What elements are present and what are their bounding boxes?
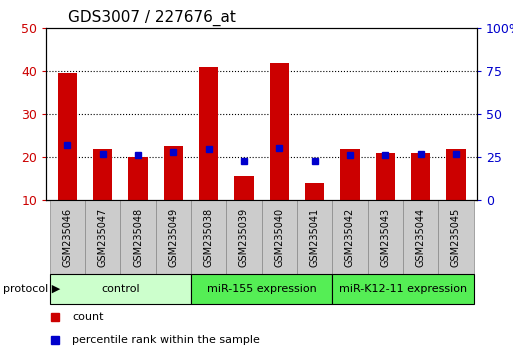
Bar xyxy=(191,200,226,274)
Bar xyxy=(368,200,403,274)
Text: GSM235044: GSM235044 xyxy=(416,207,426,267)
Bar xyxy=(446,149,466,200)
Text: miR-155 expression: miR-155 expression xyxy=(207,284,317,295)
Bar xyxy=(121,200,155,274)
Bar xyxy=(332,274,473,304)
Text: GSM235042: GSM235042 xyxy=(345,207,355,267)
Text: GSM235049: GSM235049 xyxy=(168,207,179,267)
Bar xyxy=(340,149,360,200)
Bar xyxy=(305,183,324,200)
Bar xyxy=(50,274,191,304)
Bar xyxy=(57,73,77,200)
Text: protocol ▶: protocol ▶ xyxy=(3,284,60,295)
Text: GSM235039: GSM235039 xyxy=(239,207,249,267)
Bar xyxy=(403,200,438,274)
Bar xyxy=(191,274,332,304)
Text: percentile rank within the sample: percentile rank within the sample xyxy=(72,335,260,346)
Bar xyxy=(128,157,148,200)
Text: GSM235045: GSM235045 xyxy=(451,207,461,267)
Text: GDS3007 / 227676_at: GDS3007 / 227676_at xyxy=(68,9,235,25)
Bar xyxy=(262,200,297,274)
Bar xyxy=(155,200,191,274)
Bar xyxy=(85,200,121,274)
Bar xyxy=(199,67,219,200)
Text: GSM235040: GSM235040 xyxy=(274,207,284,267)
Bar xyxy=(164,146,183,200)
Text: GSM235043: GSM235043 xyxy=(380,207,390,267)
Bar xyxy=(438,200,473,274)
Bar xyxy=(269,63,289,200)
Bar xyxy=(411,153,430,200)
Bar xyxy=(234,176,254,200)
Bar xyxy=(226,200,262,274)
Text: GSM235048: GSM235048 xyxy=(133,207,143,267)
Text: GSM235046: GSM235046 xyxy=(63,207,72,267)
Text: GSM235038: GSM235038 xyxy=(204,207,213,267)
Bar xyxy=(376,153,395,200)
Bar xyxy=(50,200,85,274)
Text: count: count xyxy=(72,312,104,322)
Text: GSM235047: GSM235047 xyxy=(97,207,108,267)
Bar xyxy=(93,149,112,200)
Text: miR-K12-11 expression: miR-K12-11 expression xyxy=(339,284,467,295)
Text: control: control xyxy=(101,284,140,295)
Bar xyxy=(297,200,332,274)
Text: GSM235041: GSM235041 xyxy=(310,207,320,267)
Bar xyxy=(332,200,368,274)
